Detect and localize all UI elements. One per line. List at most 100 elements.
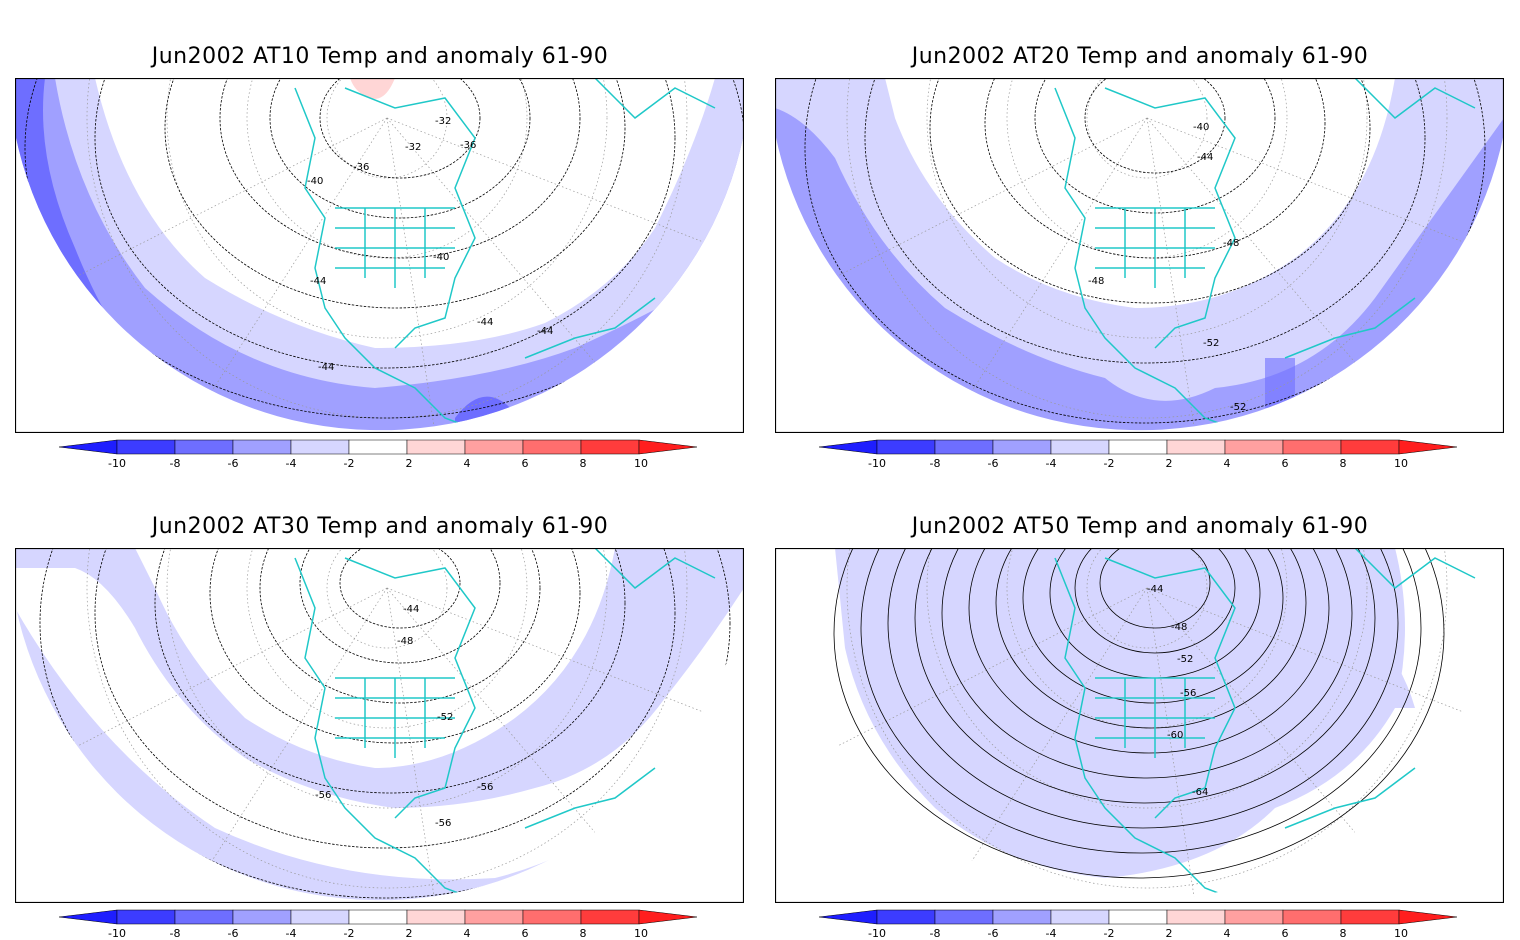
colorbar-arrow-low [818,909,878,925]
colorbar-tick-label: -4 [1046,457,1057,470]
map-frame [15,78,744,433]
colorbar-segment [1166,439,1226,455]
anomaly-fill [350,78,395,99]
colorbar: -10 -8 -6 -4 -2 2 4 6 8 10 [818,909,1458,940]
colorbar-tick-label: 6 [522,927,529,940]
anomaly-fill [95,78,715,348]
colorbar-segment [580,909,640,925]
colorbar-tick-label: -10 [868,457,886,470]
colorbar-segment [992,439,1052,455]
colorbar-segment [1282,909,1342,925]
contour-label: -60 [1167,730,1183,741]
colorbar-segment [876,439,936,455]
contour-label: -56 [315,790,331,801]
contour-label: -32 [435,116,451,127]
colorbar-segment [348,439,408,455]
anomaly-fill [1265,358,1295,408]
colorbar-tick-label: -6 [988,457,999,470]
contour-label: -44 [403,604,419,615]
contour-label: -40 [433,252,449,263]
colorbar-segment [1108,909,1168,925]
contour-label: -44 [477,317,493,328]
colorbar-tick-label: 4 [1224,927,1231,940]
continent-outlines [1054,78,1476,431]
colorbar-tick-label: 10 [1394,457,1408,470]
colorbar-segment [116,909,176,925]
contour-label: -44 [537,326,553,337]
map-plot: -44 -48 -52 -56 -56 -56 [15,548,744,903]
temperature-contours [833,548,1445,879]
colorbar-arrow-high [1398,439,1458,455]
colorbar-segment [1282,439,1342,455]
colorbar-segment [1224,909,1284,925]
map-plot: -32 -32 -36 -36 -40 -40 -44 -44 -44 -44 [15,78,744,433]
contour-label: -40 [307,176,323,187]
contour-label: -64 [1192,787,1208,798]
contour-label: -56 [1180,688,1196,699]
colorbar-tick-label: 8 [580,927,587,940]
colorbar-tick-label: -2 [1104,927,1115,940]
temperature-contours [39,548,731,899]
colorbar-arrow-high [1398,909,1458,925]
colorbar-tick-label: -8 [170,927,181,940]
colorbar-arrow-high [638,909,698,925]
map-plot: -44 -48 -52 -56 -60 -64 [775,548,1504,903]
colorbar-segments [818,439,1458,455]
colorbar-tick-label: -4 [1046,927,1057,940]
colorbar-segment [1224,439,1284,455]
contour-label: -44 [1197,152,1213,163]
anomaly-fill [885,78,1395,308]
colorbar-tick-label: 8 [1340,457,1347,470]
contour-label: -48 [1171,622,1187,633]
colorbar-segment [232,909,292,925]
temperature-contours [24,78,744,419]
map-frame [15,548,744,903]
colorbar-tick-label: 8 [580,457,587,470]
panel-title: Jun2002 AT30 Temp and anomaly 61-90 [151,514,609,539]
colorbar-tick-label: -8 [930,927,941,940]
colorbar-segment [348,909,408,925]
contour-label: -56 [435,818,451,829]
colorbar-tick-label: -4 [286,457,297,470]
colorbar-segment [1050,439,1110,455]
colorbar-segment [934,439,994,455]
colorbar-arrow-low [58,439,118,455]
colorbar-segment [290,909,350,925]
contour-label: -36 [460,140,476,151]
map-frame [775,78,1504,433]
map-frame [775,548,1504,903]
colorbar-tick-label: 6 [522,457,529,470]
colorbar-tick-label: 2 [406,457,413,470]
colorbar-labels: -10 -8 -6 -4 -2 2 4 6 8 10 [108,927,648,940]
colorbar-segment [522,909,582,925]
colorbar-segment [1166,909,1226,925]
colorbar-labels: -10 -8 -6 -4 -2 2 4 6 8 10 [868,457,1408,470]
colorbar-segment [464,439,524,455]
contour-label: -52 [1203,338,1219,349]
colorbar-segment [116,439,176,455]
colorbar-segments [58,439,698,455]
colorbar-segment [934,909,994,925]
panel-at30: Jun2002 AT30 Temp and anomaly 61-90 [0,470,760,940]
contour-labels: -44 -48 -52 -56 -60 -64 [1147,584,1208,798]
colorbar-tick-label: -6 [228,457,239,470]
colorbar-segments [818,909,1458,925]
colorbar-segment [232,439,292,455]
panel-title: Jun2002 AT10 Temp and anomaly 61-90 [151,44,609,69]
colorbar-arrow-high [638,439,698,455]
anomaly-fill [1335,608,1415,708]
contour-labels: -40 -44 -48 -48 -52 -52 [1088,122,1246,413]
anomaly-fill [835,548,1405,878]
contour-label: -52 [1230,402,1246,413]
contour-label: -56 [477,782,493,793]
colorbar-tick-label: 10 [1394,927,1408,940]
colorbar-tick-label: 6 [1282,457,1289,470]
colorbar-labels: -10 -8 -6 -4 -2 2 4 6 8 10 [868,927,1408,940]
colorbar: -10 -8 -6 -4 -2 2 4 6 8 10 [58,439,698,470]
colorbar-segment [580,439,640,455]
colorbar-segment [290,439,350,455]
colorbar-tick-label: 2 [1166,457,1173,470]
colorbar-arrow-low [58,909,118,925]
colorbar-tick-label: 2 [1166,927,1173,940]
colorbar-tick-label: -10 [108,927,126,940]
